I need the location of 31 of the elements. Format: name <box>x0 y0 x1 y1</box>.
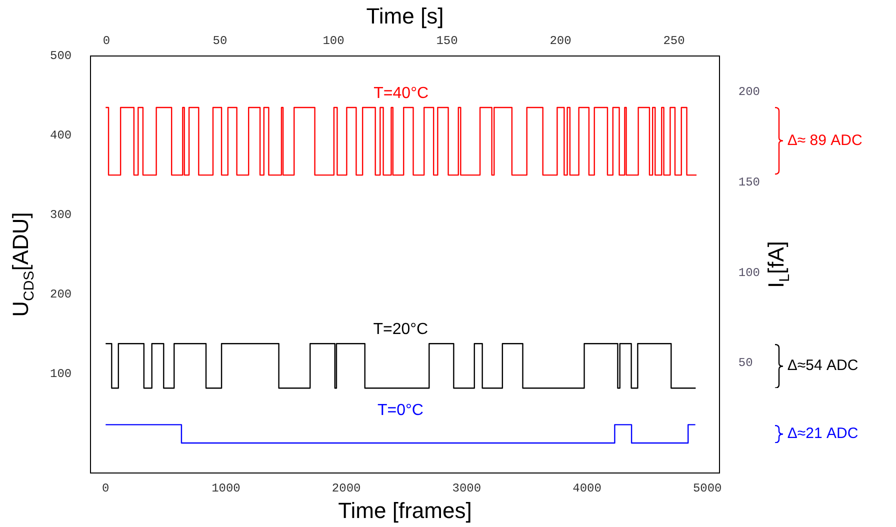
series-label: T=20°C <box>373 321 428 338</box>
x2-tick-label: 200 <box>550 34 572 48</box>
text: Δ≈54 ADC <box>787 356 858 376</box>
text: Δ≈21 ADC <box>787 424 858 444</box>
y2-tick-label: 50 <box>738 356 753 370</box>
y2-tick-label: 150 <box>738 175 760 190</box>
x-tick-label: 1000 <box>212 482 240 496</box>
y2-tick-label: 200 <box>738 85 760 100</box>
y-tick-label: 300 <box>50 208 72 222</box>
x-tick-label: 2000 <box>332 482 361 496</box>
y-tick-label: 200 <box>50 287 72 302</box>
y-tick-label: 400 <box>50 128 72 142</box>
series-label: T=0°C <box>378 402 424 420</box>
x2-axis-title: Time [s] <box>366 3 444 28</box>
x-tick-label: 0 <box>102 482 110 496</box>
y2-axis-title: IL[fA] <box>763 240 794 288</box>
x2-tick-label: 150 <box>436 34 458 48</box>
x2-tick-label: 0 <box>102 34 110 48</box>
x-tick-label: 5000 <box>692 482 722 496</box>
x-tick-label: 4000 <box>572 482 602 496</box>
x-axis-title: Time [frames] <box>338 498 472 523</box>
text: Δ≈ 89 ADC <box>787 131 862 152</box>
y-tick-label: 100 <box>50 366 72 381</box>
x-tick-label: 3000 <box>452 482 482 496</box>
x2-tick-label: 100 <box>322 34 344 48</box>
series-label: T=40°C <box>374 84 429 102</box>
x2-tick-label: 250 <box>663 34 685 48</box>
y2-tick-label: 100 <box>738 266 760 280</box>
x2-tick-label: 50 <box>212 34 228 48</box>
y-axis-title: UCDS[ADU] <box>8 212 38 317</box>
y-tick-label: 500 <box>50 48 72 63</box>
